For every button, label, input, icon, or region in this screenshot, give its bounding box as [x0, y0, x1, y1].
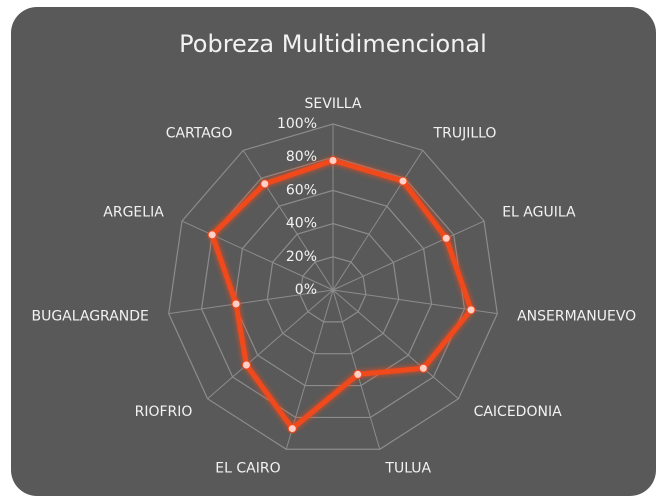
- point: [353, 369, 363, 379]
- r-tick-label: 60%: [286, 182, 317, 198]
- point: [466, 305, 476, 315]
- spoke: [242, 150, 334, 291]
- grid-ring: [233, 189, 433, 387]
- r-tick-label: 20%: [286, 249, 317, 265]
- point: [328, 156, 338, 166]
- point: [441, 233, 451, 243]
- spoke: [332, 150, 424, 291]
- point: [418, 363, 428, 373]
- category-label: CAICEDONIA: [474, 404, 563, 420]
- spoke: [332, 289, 459, 400]
- grid-ring: [299, 256, 367, 323]
- series-line: [209, 158, 474, 432]
- r-tick-label: 100%: [277, 116, 317, 132]
- point: [207, 230, 217, 240]
- point: [287, 424, 297, 434]
- category-label: EL CAIRO: [215, 460, 280, 476]
- chart-title: Pobreza Multidimencional: [179, 30, 487, 58]
- category-label: ANSERMANUEVO: [517, 308, 636, 324]
- point: [231, 299, 241, 309]
- category-label: TRUJILLO: [433, 126, 497, 142]
- spoke: [332, 289, 381, 450]
- spoke: [168, 289, 334, 315]
- spoke: [207, 289, 334, 400]
- category-label: TULUA: [384, 460, 431, 476]
- point: [260, 179, 270, 189]
- spoke: [332, 220, 485, 291]
- r-tick-label: 0%: [295, 282, 317, 298]
- category-label: BUGALAGRANDE: [31, 308, 148, 324]
- point: [241, 360, 251, 370]
- category-label: ARGELIA: [103, 205, 164, 221]
- grid-ring: [266, 222, 400, 355]
- grid-ring: [168, 123, 498, 450]
- category-label: CARTAGO: [166, 126, 233, 142]
- category-label: EL AGUILA: [502, 205, 576, 221]
- point: [398, 176, 408, 186]
- spoke: [285, 289, 334, 450]
- r-tick-label: 40%: [286, 216, 317, 232]
- r-tick-label: 80%: [286, 149, 317, 165]
- spoke: [181, 220, 334, 291]
- category-label: SEVILLA: [305, 96, 362, 112]
- category-label: RIOFRIO: [135, 404, 193, 420]
